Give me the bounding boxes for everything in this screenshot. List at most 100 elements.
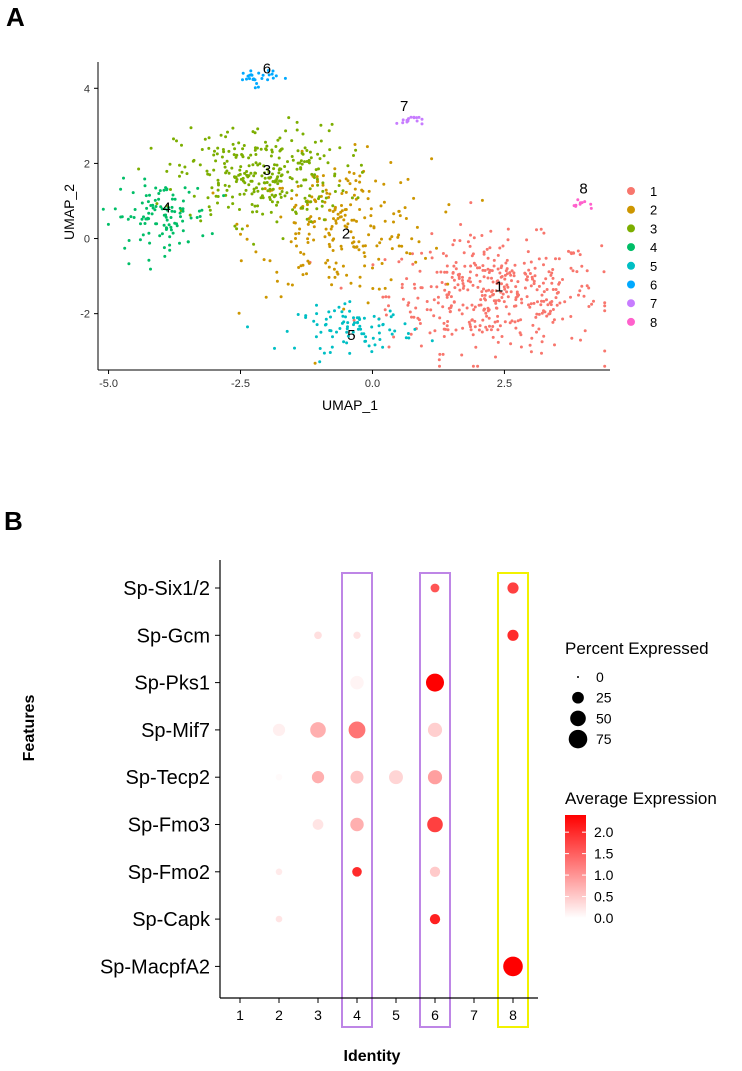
umap-point xyxy=(432,298,436,302)
feature-label: Sp-MacpfA2 xyxy=(100,956,210,978)
umap-point xyxy=(432,314,436,318)
color-legend-bar xyxy=(565,815,586,918)
umap-point xyxy=(485,328,489,332)
umap-point xyxy=(503,320,507,324)
umap-y-ticks: -2 0 2 4 xyxy=(80,83,98,321)
umap-point xyxy=(147,231,151,235)
umap-point xyxy=(405,120,409,124)
umap-point xyxy=(341,314,345,318)
umap-point xyxy=(311,184,314,188)
umap-point xyxy=(360,170,364,174)
umap-point xyxy=(505,283,509,287)
umap-point xyxy=(509,290,513,294)
umap-point xyxy=(168,235,172,239)
umap-point xyxy=(213,149,216,153)
umap-point xyxy=(259,196,263,200)
umap-point xyxy=(486,276,490,280)
umap-point xyxy=(313,361,317,365)
umap-point xyxy=(263,187,267,191)
umap-point xyxy=(162,223,166,227)
umap-point xyxy=(463,264,467,268)
umap-point xyxy=(489,229,493,233)
umap-point xyxy=(524,278,528,281)
umap-point xyxy=(244,188,248,192)
umap-point xyxy=(369,214,373,218)
umap-point xyxy=(266,167,270,171)
umap-point xyxy=(315,207,319,211)
umap-point xyxy=(306,259,310,263)
umap-point xyxy=(241,71,245,75)
umap-point xyxy=(414,260,418,264)
umap-point xyxy=(355,219,358,223)
umap-point xyxy=(529,350,533,354)
umap-point xyxy=(286,282,290,286)
umap-point xyxy=(269,154,273,158)
umap-point xyxy=(284,129,288,133)
umap-point xyxy=(138,238,142,242)
x-tick-label: -2.5 xyxy=(231,378,250,390)
umap-point xyxy=(231,195,234,199)
umap-point xyxy=(216,146,220,150)
umap-point xyxy=(140,217,144,221)
umap-point xyxy=(514,304,518,308)
umap-point xyxy=(256,189,260,193)
umap-point xyxy=(148,193,151,197)
umap-point xyxy=(312,176,316,179)
umap-point xyxy=(313,199,317,203)
umap-point xyxy=(181,229,185,233)
umap-point xyxy=(542,290,546,294)
cluster-1-points xyxy=(308,201,607,368)
umap-point xyxy=(430,157,434,161)
umap-point xyxy=(280,147,284,151)
umap-point xyxy=(487,316,491,320)
umap-point xyxy=(340,204,343,207)
umap-point xyxy=(486,256,490,260)
umap-point xyxy=(531,323,535,327)
umap-point xyxy=(380,237,383,241)
umap-point xyxy=(250,203,254,206)
umap-point xyxy=(272,167,276,171)
umap-point xyxy=(359,163,363,167)
umap-point xyxy=(298,161,302,165)
umap-point xyxy=(480,290,484,294)
umap-point xyxy=(478,324,482,328)
color-legend-label: 2.0 xyxy=(594,824,614,840)
dot xyxy=(275,915,283,923)
umap-point xyxy=(352,154,355,157)
umap-point xyxy=(235,222,239,226)
umap-point xyxy=(388,237,392,241)
umap-point xyxy=(351,236,355,240)
umap-point xyxy=(528,343,532,347)
umap-point xyxy=(442,321,446,325)
umap-point xyxy=(550,281,554,285)
umap-point xyxy=(602,270,606,274)
size-legend-label: 75 xyxy=(596,731,612,747)
umap-point xyxy=(527,303,530,307)
umap-point xyxy=(367,344,371,348)
feature-label: Sp-Tecp2 xyxy=(126,767,211,789)
umap-point xyxy=(232,153,236,157)
umap-point xyxy=(500,282,503,286)
umap-point xyxy=(403,322,407,326)
umap-point xyxy=(255,82,259,85)
umap-point xyxy=(509,273,513,277)
umap-point xyxy=(425,308,429,312)
umap-point xyxy=(478,266,482,270)
umap-point xyxy=(262,181,266,185)
umap-point xyxy=(253,78,257,82)
umap-point xyxy=(551,288,555,291)
umap-point xyxy=(243,181,247,185)
umap-point xyxy=(183,165,187,169)
feature-label: Sp-Gcm xyxy=(137,625,210,647)
umap-point xyxy=(333,167,337,171)
umap-point xyxy=(500,296,504,299)
umap-point xyxy=(352,318,356,322)
umap-point xyxy=(127,239,131,242)
umap-point xyxy=(505,272,509,276)
umap-point xyxy=(247,174,251,178)
dot-x-ticks: 1 2 3 4 5 6 7 8 xyxy=(236,998,517,1023)
size-legend-dot xyxy=(572,691,584,704)
umap-point xyxy=(585,269,589,273)
umap-point xyxy=(542,299,546,303)
